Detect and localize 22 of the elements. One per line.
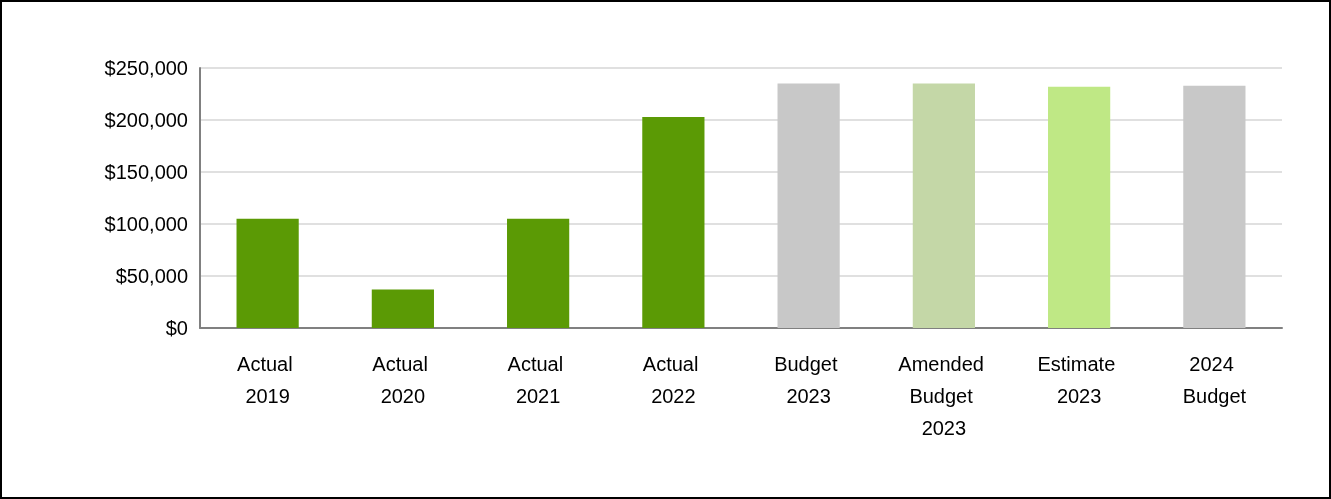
y-tick-label: $0 (165, 317, 188, 339)
y-tick-label: $100,000 (104, 213, 188, 235)
x-tick-label: 2024 Budget (1182, 353, 1247, 407)
x-tick-label: Actual 2022 (642, 353, 704, 407)
bar (642, 116, 705, 328)
x-tick-label: Actual 2019 (237, 353, 299, 407)
bar (777, 83, 840, 328)
bar (912, 83, 975, 328)
bar (371, 289, 434, 328)
x-tick-label: Amended Budget 2023 (898, 353, 990, 439)
y-tick-label: $150,000 (104, 161, 188, 183)
y-tick-label: $250,000 (104, 57, 188, 79)
bar (236, 218, 299, 328)
x-tick-label: Budget 2023 (774, 353, 844, 407)
y-tick-label: $50,000 (115, 265, 188, 287)
x-tick-label: Actual 2020 (372, 353, 434, 407)
bar (1183, 85, 1246, 328)
x-tick-label: Estimate 2023 (1037, 353, 1121, 407)
bar (1048, 86, 1111, 328)
y-tick-label: $200,000 (104, 109, 188, 131)
x-tick-label: Actual 2021 (507, 353, 569, 407)
bar (507, 218, 570, 328)
